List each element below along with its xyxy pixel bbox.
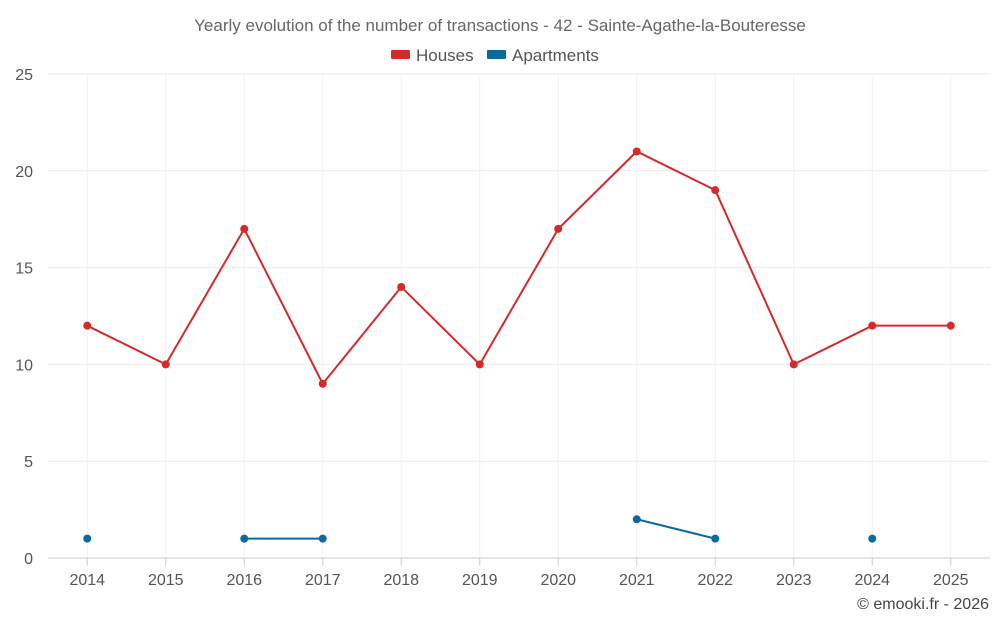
- chart-title: Yearly evolution of the number of transa…: [194, 16, 806, 35]
- x-tick-label-2014: 2014: [69, 572, 105, 589]
- point-houses-2018[interactable]: [397, 282, 406, 291]
- series-layer: [83, 147, 955, 543]
- point-houses-2015[interactable]: [161, 360, 170, 369]
- x-tick-label-2023: 2023: [776, 572, 812, 589]
- y-tick-label-0: 0: [24, 551, 33, 568]
- x-tick-label-2020: 2020: [540, 572, 576, 589]
- y-tick-label-15: 15: [15, 261, 33, 278]
- legend-swatch-apartments: [487, 50, 506, 59]
- point-houses-2024[interactable]: [868, 321, 877, 330]
- point-houses-2017[interactable]: [318, 379, 327, 388]
- x-tick-label-2024: 2024: [854, 572, 890, 589]
- legend-swatch-houses: [391, 50, 410, 59]
- y-tick-label-10: 10: [15, 357, 33, 374]
- point-apartments-2024[interactable]: [868, 534, 877, 543]
- x-tick-label-2017: 2017: [305, 572, 341, 589]
- series-houses[interactable]: [83, 147, 955, 388]
- x-axis: 2014 2015 2016 2017 2018 2019 2020 2021 2022 2023…: [48, 557, 990, 589]
- x-tick-label-2022: 2022: [697, 572, 733, 589]
- grid: [48, 73, 990, 558]
- legend-item-houses[interactable]: Houses: [391, 46, 474, 65]
- point-apartments-2017[interactable]: [318, 534, 327, 543]
- y-tick-label-25: 25: [15, 67, 33, 84]
- point-houses-2021[interactable]: [632, 147, 641, 156]
- legend-item-apartments[interactable]: Apartments: [487, 46, 599, 65]
- point-houses-2019[interactable]: [475, 360, 484, 369]
- point-apartments-2021[interactable]: [632, 515, 641, 524]
- x-tick-label-2015: 2015: [148, 572, 184, 589]
- point-apartments-2016[interactable]: [240, 534, 249, 543]
- point-houses-2020[interactable]: [554, 224, 563, 233]
- point-houses-2014[interactable]: [83, 321, 92, 330]
- y-tick-label-20: 20: [15, 164, 33, 181]
- point-houses-2022[interactable]: [711, 186, 720, 195]
- series-apartments[interactable]: [83, 515, 877, 543]
- x-tick-label-2021: 2021: [619, 572, 655, 589]
- credit-text: © emooki.fr - 2026: [857, 596, 989, 613]
- x-tick-label-2018: 2018: [383, 572, 419, 589]
- series-line-apartments-1: [636, 518, 716, 540]
- series-line-houses-0: [86, 150, 951, 385]
- y-tick-label-5: 5: [24, 454, 33, 471]
- legend-label-apartments: Apartments: [512, 46, 599, 65]
- point-houses-2025[interactable]: [946, 321, 955, 330]
- point-houses-2023[interactable]: [789, 360, 798, 369]
- point-apartments-2022[interactable]: [711, 534, 720, 543]
- x-tick-label-2025: 2025: [933, 572, 969, 589]
- point-apartments-2014[interactable]: [83, 534, 92, 543]
- legend[interactable]: Houses Apartments: [391, 46, 599, 65]
- y-axis: 0 5 10 15 20 25: [15, 67, 33, 568]
- legend-label-houses: Houses: [416, 46, 474, 65]
- point-houses-2016[interactable]: [240, 224, 249, 233]
- x-tick-label-2019: 2019: [462, 572, 498, 589]
- x-tick-label-2016: 2016: [226, 572, 262, 589]
